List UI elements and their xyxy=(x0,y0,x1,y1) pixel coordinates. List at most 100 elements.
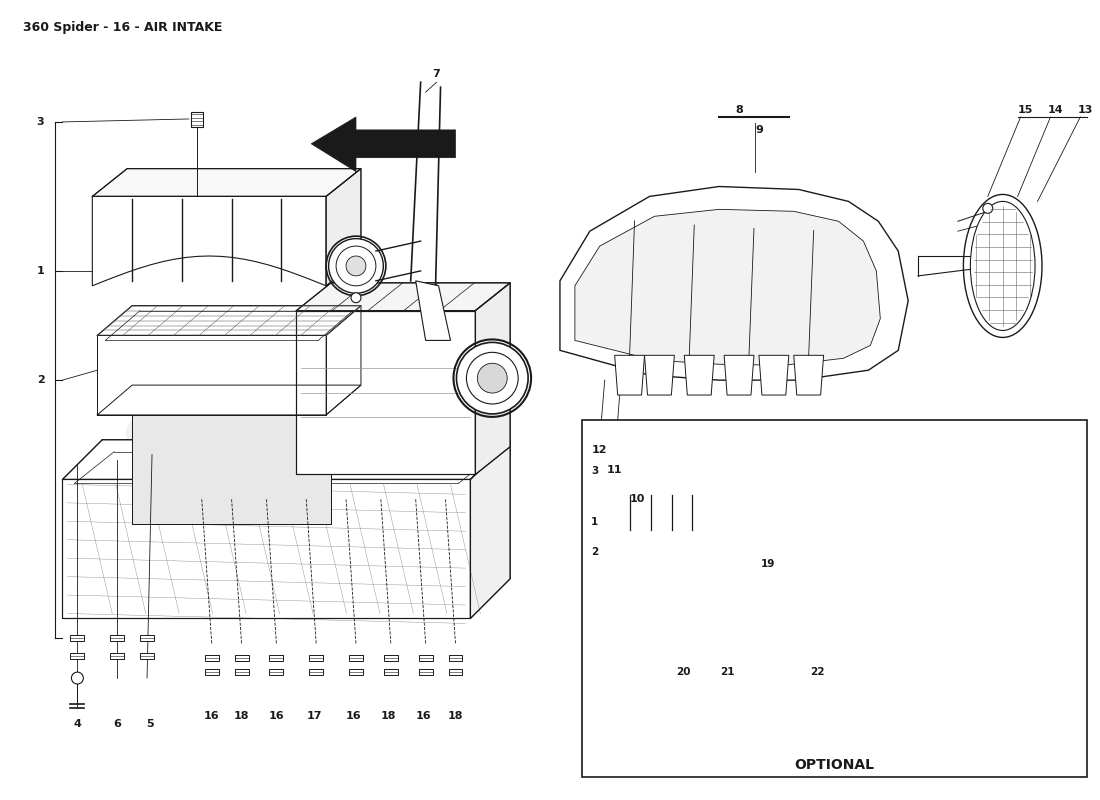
Text: 10: 10 xyxy=(630,494,646,504)
Polygon shape xyxy=(296,283,510,310)
Polygon shape xyxy=(70,654,85,659)
Polygon shape xyxy=(63,479,471,618)
Polygon shape xyxy=(140,635,154,642)
Text: 3: 3 xyxy=(36,117,44,127)
Ellipse shape xyxy=(337,246,376,286)
Polygon shape xyxy=(419,655,432,661)
Text: 360 Spider - 16 - AIR INTAKE: 360 Spider - 16 - AIR INTAKE xyxy=(23,21,222,34)
Polygon shape xyxy=(614,546,714,574)
Polygon shape xyxy=(270,655,284,661)
Ellipse shape xyxy=(802,549,834,581)
Polygon shape xyxy=(729,516,825,527)
Polygon shape xyxy=(754,569,773,662)
Polygon shape xyxy=(270,669,284,675)
Polygon shape xyxy=(560,186,909,380)
Polygon shape xyxy=(384,669,398,675)
Text: 2: 2 xyxy=(591,547,598,558)
Text: 13: 13 xyxy=(1078,105,1093,115)
Polygon shape xyxy=(683,458,689,465)
Text: 5: 5 xyxy=(146,718,154,729)
Text: 20: 20 xyxy=(675,667,691,677)
Polygon shape xyxy=(575,210,880,366)
Text: 11: 11 xyxy=(607,465,623,474)
Ellipse shape xyxy=(806,553,829,576)
Polygon shape xyxy=(234,669,249,675)
Polygon shape xyxy=(326,306,361,415)
Text: 7: 7 xyxy=(432,70,440,79)
Ellipse shape xyxy=(477,363,507,393)
Polygon shape xyxy=(349,655,363,661)
Polygon shape xyxy=(810,516,825,602)
Ellipse shape xyxy=(456,342,528,414)
Text: 16: 16 xyxy=(346,710,362,721)
Polygon shape xyxy=(614,533,730,546)
Polygon shape xyxy=(110,635,124,642)
Text: 16: 16 xyxy=(268,710,284,721)
Polygon shape xyxy=(613,494,713,531)
Circle shape xyxy=(982,203,993,214)
Ellipse shape xyxy=(964,194,1042,338)
Polygon shape xyxy=(471,440,510,618)
Polygon shape xyxy=(644,667,650,673)
Polygon shape xyxy=(140,654,154,659)
Text: 8: 8 xyxy=(735,105,743,115)
Polygon shape xyxy=(63,440,510,479)
Text: 4: 4 xyxy=(74,718,81,729)
Polygon shape xyxy=(110,654,124,659)
Text: eurospares: eurospares xyxy=(632,485,825,514)
Polygon shape xyxy=(349,669,363,675)
Text: 18: 18 xyxy=(448,710,463,721)
Polygon shape xyxy=(449,655,462,661)
Polygon shape xyxy=(132,400,331,524)
Text: 2: 2 xyxy=(36,375,44,385)
Polygon shape xyxy=(326,169,361,286)
Polygon shape xyxy=(759,355,789,395)
Text: 22: 22 xyxy=(811,667,825,677)
Text: 21: 21 xyxy=(719,667,735,677)
Polygon shape xyxy=(615,355,645,395)
Polygon shape xyxy=(645,355,674,395)
Text: 9: 9 xyxy=(755,125,763,135)
Circle shape xyxy=(72,672,84,684)
Ellipse shape xyxy=(329,238,383,294)
Polygon shape xyxy=(684,355,714,395)
Ellipse shape xyxy=(714,514,738,538)
Text: 18: 18 xyxy=(381,710,397,721)
Polygon shape xyxy=(311,117,455,171)
Circle shape xyxy=(351,293,361,302)
Polygon shape xyxy=(97,335,326,415)
Text: 14: 14 xyxy=(1047,105,1064,115)
Polygon shape xyxy=(384,655,398,661)
Text: 19: 19 xyxy=(761,558,776,569)
Text: 15: 15 xyxy=(1018,105,1033,115)
Polygon shape xyxy=(724,355,754,395)
Ellipse shape xyxy=(466,352,518,404)
Polygon shape xyxy=(205,655,219,661)
Polygon shape xyxy=(205,669,219,675)
Text: 16: 16 xyxy=(416,710,431,721)
Polygon shape xyxy=(475,283,510,474)
Text: eurospares: eurospares xyxy=(123,406,439,454)
Polygon shape xyxy=(812,667,818,673)
Text: 16: 16 xyxy=(204,710,220,721)
Polygon shape xyxy=(416,281,451,341)
Bar xyxy=(582,420,1087,778)
Ellipse shape xyxy=(811,558,824,571)
Polygon shape xyxy=(92,197,326,286)
Polygon shape xyxy=(608,590,754,662)
Text: 12: 12 xyxy=(592,445,607,454)
Text: 18: 18 xyxy=(234,710,250,721)
Polygon shape xyxy=(729,527,810,602)
Polygon shape xyxy=(449,669,462,675)
Polygon shape xyxy=(190,112,202,127)
Text: 17: 17 xyxy=(307,710,322,721)
Text: OPTIONAL: OPTIONAL xyxy=(794,758,874,773)
Polygon shape xyxy=(97,385,361,415)
Polygon shape xyxy=(620,667,627,673)
Polygon shape xyxy=(70,635,85,642)
Polygon shape xyxy=(92,169,361,197)
Text: 3: 3 xyxy=(591,466,598,476)
Polygon shape xyxy=(713,482,728,531)
Ellipse shape xyxy=(346,256,366,276)
Polygon shape xyxy=(296,310,475,474)
